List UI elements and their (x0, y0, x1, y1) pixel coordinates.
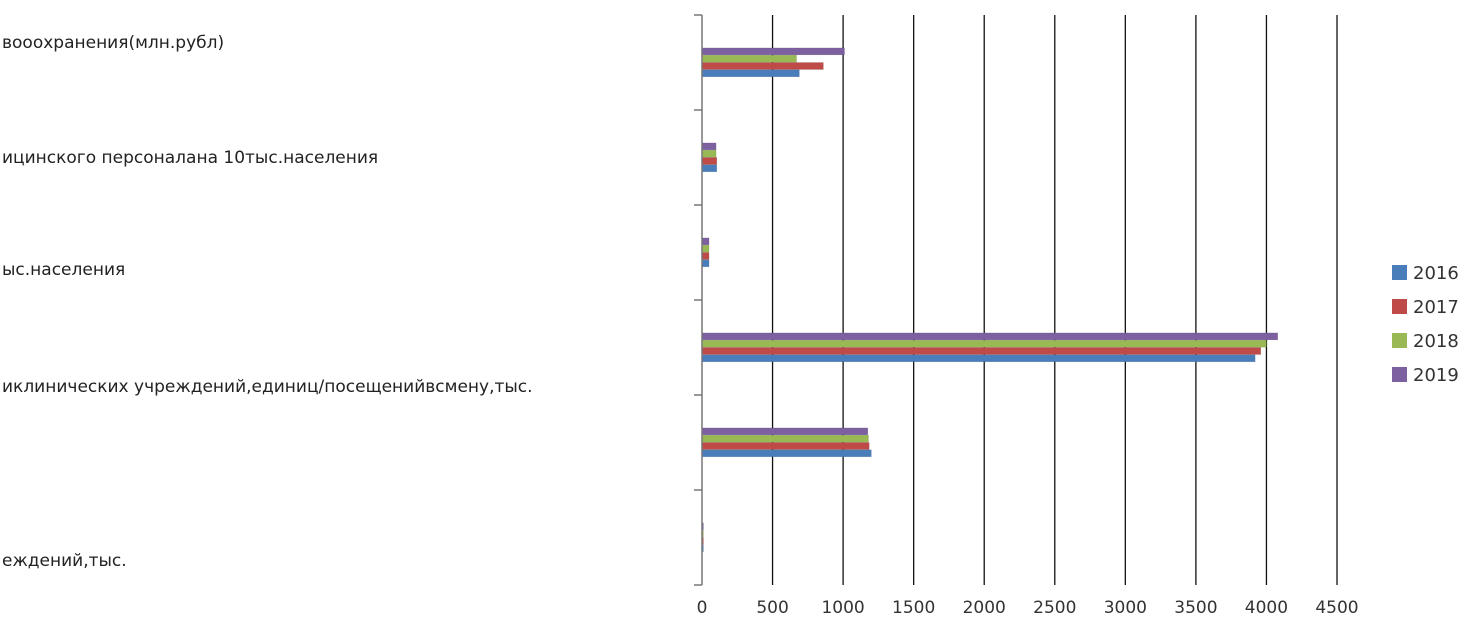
bar-2016-cat-4 (701, 449, 872, 458)
category-label-3: иклинических учреждений,единиц/посещений… (2, 377, 533, 397)
legend-swatch-2016 (1392, 265, 1407, 280)
bar-2017-cat-2 (701, 252, 710, 260)
category-label-1: ицинского персоналана 10тыс.населения (2, 148, 378, 168)
legend-swatch-2019 (1392, 367, 1407, 382)
x-tick-label-500: 500 (756, 598, 788, 618)
x-tick-label-2000: 2000 (963, 598, 1006, 618)
bar-2019-cat-0 (701, 47, 845, 56)
x-tick-label-4500: 4500 (1315, 598, 1358, 618)
category-label-5: еждений,тыс. (2, 551, 127, 571)
bar-2018-cat-2 (701, 244, 710, 253)
bar-2019-cat-4 (701, 427, 869, 436)
bar-2016-cat-2 (701, 259, 710, 268)
bar-2016-cat-1 (701, 164, 718, 173)
category-axis-ticks (694, 14, 702, 586)
bar-2018-cat-4 (701, 434, 869, 443)
x-tick-label-1000: 1000 (821, 598, 864, 618)
x-tick-label-0: 0 (697, 598, 708, 618)
x-tick-label-2500: 2500 (1033, 598, 1076, 618)
legend-swatch-2017 (1392, 299, 1407, 314)
bar-2019-cat-2 (701, 237, 710, 246)
category-labels: вооохранения(млн.рубл) ицинского персонал… (2, 33, 533, 571)
legend-label-2017: 2017 (1413, 297, 1459, 318)
x-tick-label-1500: 1500 (892, 598, 935, 618)
bar-2017-cat-0 (701, 62, 824, 70)
category-label-2: ыс.населения (2, 260, 125, 280)
legend-swatch-2018 (1392, 333, 1407, 348)
bar-2017-cat-3 (701, 347, 1262, 355)
x-tick-label-4000: 4000 (1245, 598, 1288, 618)
gridlines (771, 15, 1338, 585)
bar-2018-cat-0 (701, 54, 797, 63)
bar-2019-cat-1 (701, 142, 717, 151)
legend-label-2018: 2018 (1413, 331, 1459, 352)
x-tick-label-3500: 3500 (1174, 598, 1217, 618)
bar-2016-cat-3 (701, 354, 1256, 363)
bar-2018-cat-3 (701, 339, 1267, 348)
bar-2017-cat-1 (701, 157, 718, 165)
bar-2016-cat-0 (701, 69, 800, 78)
legend-label-2016: 2016 (1413, 263, 1459, 284)
value-axis-tick-labels: 0 500 1000 1500 2000 2500 3000 3500 4000 4500 (697, 598, 1359, 618)
x-tick-label-3000: 3000 (1104, 598, 1147, 618)
bar-2017-cat-4 (701, 442, 870, 450)
category-label-0: вооохранения(млн.рубл) (2, 33, 224, 53)
bars (701, 47, 1278, 553)
legend: 2016 2017 2018 2019 (1392, 263, 1459, 386)
bar-2019-cat-3 (701, 332, 1278, 341)
bar-2018-cat-1 (701, 149, 717, 158)
legend-label-2019: 2019 (1413, 365, 1459, 386)
